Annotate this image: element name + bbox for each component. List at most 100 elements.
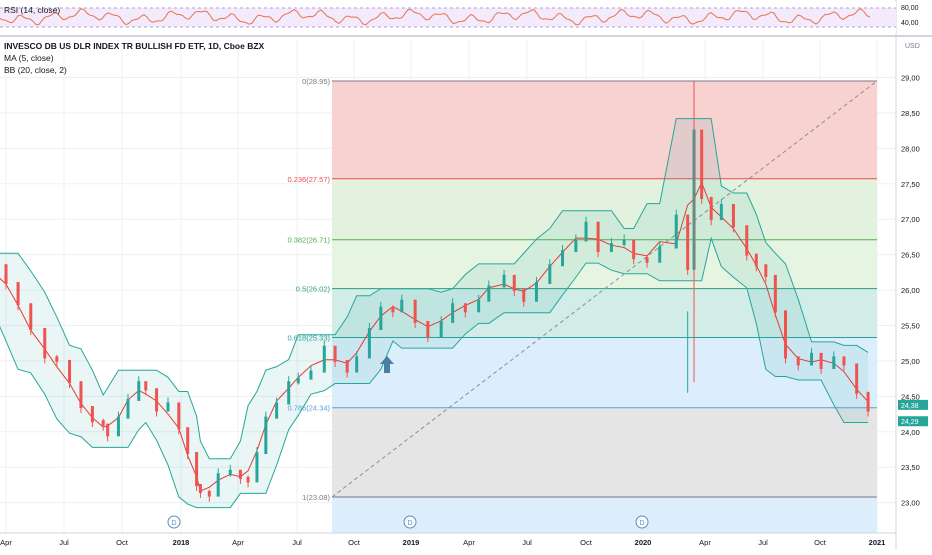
candle-body [832,356,836,370]
fib-zone [332,497,877,533]
rsi-tick-label: 80,00 [901,5,919,12]
rsi-tick-label: 40,00 [901,20,919,27]
candle-body [609,242,613,253]
time-tick-label: Oct [580,538,593,547]
candle-body [674,214,678,249]
time-tick-label: 2019 [403,538,420,547]
time-tick-label: 2020 [635,538,652,547]
rsi-title: RSI (14, close) [4,5,61,15]
price-tick-label: 26,50 [901,251,920,260]
time-tick-label: 2018 [173,538,190,547]
candle-body [819,352,823,370]
candle-body [309,370,313,380]
price-tick-label: 23,00 [901,499,920,508]
chart-title: INVESCO DB US DLR INDEX TR BULLISH FD ET… [4,41,265,51]
candle-body [658,246,662,263]
candle-body [855,363,859,394]
candle-body [355,356,359,373]
fib-level-label: 0.236(27.57) [287,175,330,184]
time-tick-label: 2021 [869,538,886,547]
candle-body [16,281,20,306]
current-price-label: 24,29 [901,419,919,426]
candle-body [622,239,626,245]
time-tick-label: Apr [463,538,475,547]
candle-body [463,303,467,313]
candle-body [198,483,202,494]
candle-body [137,381,141,401]
candle-body [731,204,735,228]
candle-body [216,473,220,497]
price-tick-label: 29,00 [901,73,920,82]
candle-body [166,402,170,412]
candle-body [345,359,349,373]
candle-body [784,310,788,359]
candle-body [379,306,383,331]
fib-zone [332,178,877,240]
ma-indicator-label[interactable]: MA (5, close) [4,53,54,63]
candle-body [195,452,199,486]
candle-body [632,239,636,260]
candle-body [55,356,59,362]
candle-body [4,264,8,284]
price-tick-label: 28,50 [901,109,920,118]
fib-level-label: 0.786(24.34) [287,404,330,413]
dividend-marker [403,515,417,529]
candle-body [155,388,159,412]
time-tick-label: Jul [522,538,532,547]
candle-body [477,299,481,313]
time-tick-label: Oct [348,538,361,547]
candle-body [29,303,33,331]
candle-body [106,423,110,437]
candle-body [773,274,777,313]
time-tick-label: Jul [59,538,69,547]
candle-body [255,452,259,483]
candle-body [426,320,430,338]
bb-indicator-label[interactable]: BB (20, close, 2) [4,65,67,75]
time-tick-label: Jul [292,538,302,547]
candle-body [866,391,870,412]
candle-body [322,345,326,373]
candle-body [842,356,846,366]
fib-level-label: 0.5(26.02) [296,285,331,294]
candle-body [400,299,404,313]
candle-body [645,257,649,263]
candle-body [116,416,120,437]
candle-body [686,214,690,270]
candle-body [144,381,148,391]
candle-body [754,253,758,267]
dividend-marker-label: D [639,520,644,527]
candle-body [264,416,268,455]
candle-body [709,196,713,221]
fib-zone [332,239,877,289]
candle-body [561,250,565,267]
fib-trend-line [331,80,878,498]
bollinger-upper [0,118,869,460]
price-tick-label: 23,50 [901,463,920,472]
candle-body [367,328,371,359]
time-tick-label: Oct [116,538,129,547]
candle-body [719,204,723,221]
candle-body [238,469,242,479]
dividend-marker-label: D [407,520,412,527]
time-tick-label: Apr [0,538,12,547]
candle-body [246,476,250,483]
time-tick-label: Apr [232,538,244,547]
price-label-box [898,399,928,410]
candle-body [764,264,768,277]
currency-label: USD [905,43,920,50]
candle-body [207,491,211,497]
candle-body [596,221,600,253]
price-tick-label: 27,50 [901,180,920,189]
price-tick-label: 24,00 [901,428,920,437]
price-tick-label: 24,50 [901,392,920,401]
candle-body [548,264,552,284]
current-price-label: 24,38 [901,403,919,410]
candle-body [186,427,190,455]
price-tick-label: 25,00 [901,357,920,366]
candle-body [101,420,105,426]
fib-zone [332,407,877,497]
candle-body [296,377,300,384]
fib-level-label: 0(28.95) [302,77,330,86]
